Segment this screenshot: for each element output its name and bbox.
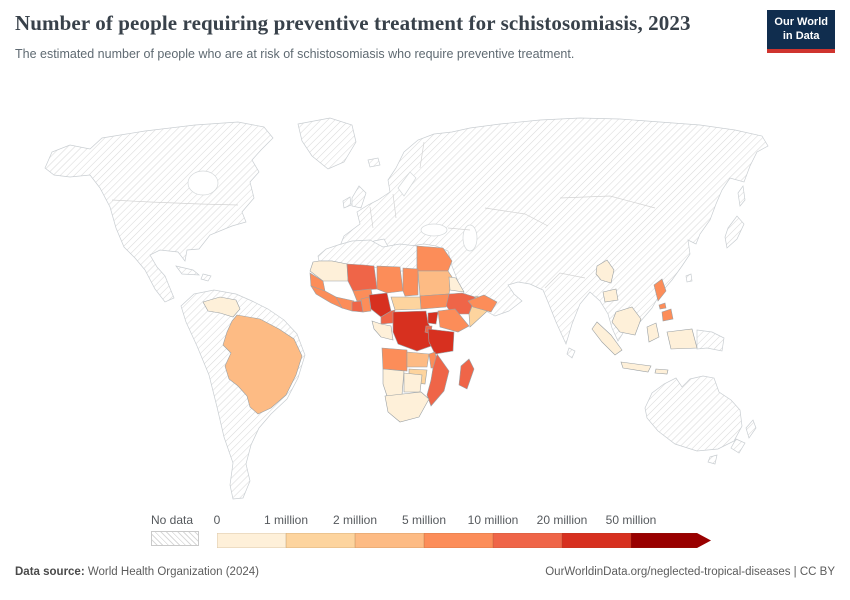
legend-tick-3: 5 million — [401, 513, 447, 527]
data-source: Data source: World Health Organization (… — [15, 566, 259, 578]
landmass-greenland — [297, 117, 357, 170]
country-zambia[interactable] — [406, 351, 430, 368]
country-yemen[interactable] — [467, 294, 498, 313]
header: Number of people requiring preventive tr… — [15, 10, 760, 61]
landmass-britain — [351, 185, 367, 209]
country-venezuela[interactable] — [202, 296, 241, 318]
country-mozambique[interactable] — [426, 353, 450, 407]
country-tanzania[interactable] — [427, 328, 455, 355]
credit-link[interactable]: OurWorldinData.org/neglected-tropical-di… — [545, 566, 835, 578]
country-eritrea[interactable] — [448, 276, 465, 293]
legend-bin-3[interactable] — [424, 533, 493, 548]
country-angola[interactable] — [381, 347, 408, 372]
country-chad[interactable] — [402, 267, 419, 297]
landmass-tasmania — [707, 454, 718, 465]
hudson-bay — [187, 170, 219, 196]
landmass-ireland — [342, 196, 352, 209]
owid-logo[interactable]: Our World in Data — [767, 10, 835, 53]
landmass-new-zealand-north — [745, 419, 757, 439]
landmass-north-america — [44, 121, 274, 303]
landmass-cuba — [175, 265, 201, 276]
legend-tick-1: 1 million — [263, 513, 309, 527]
country-kenya[interactable] — [437, 308, 470, 333]
country-indonesia-lesser-sunda[interactable] — [654, 368, 669, 375]
country-gabon-congo[interactable] — [371, 320, 394, 341]
landmass-japan — [724, 215, 745, 249]
legend-bin-2[interactable] — [355, 533, 424, 548]
legend-scale: 0 1 million 2 million 5 million 10 milli… — [213, 513, 717, 548]
owid-logo-line1: Our World — [774, 16, 828, 28]
footer: Data source: World Health Organization (… — [15, 566, 835, 578]
page-subtitle: The estimated number of people who are a… — [15, 46, 575, 61]
owid-logo-line2: in Data — [782, 29, 820, 42]
country-indonesia-java[interactable] — [620, 361, 652, 373]
country-central-african-republic[interactable] — [390, 296, 422, 311]
country-laos[interactable] — [595, 259, 615, 284]
country-brazil[interactable] — [222, 314, 303, 415]
legend-tick-2: 2 million — [332, 513, 378, 527]
landmass-papua-new-guinea — [696, 329, 725, 352]
map-svg — [44, 117, 769, 500]
legend-bin-1[interactable] — [286, 533, 355, 548]
country-madagascar[interactable] — [458, 358, 475, 390]
legend-color-bar — [217, 533, 717, 548]
country-namibia[interactable] — [382, 368, 405, 397]
legend-tick-5: 20 million — [536, 513, 588, 527]
black-sea — [420, 223, 448, 237]
legend-bin-0[interactable] — [217, 533, 286, 548]
world-map — [0, 108, 850, 506]
country-botswana[interactable] — [403, 372, 423, 393]
country-indonesia-sumatra[interactable] — [591, 321, 623, 356]
country-indonesia-west-papua[interactable] — [666, 328, 698, 350]
legend-bin-4[interactable] — [493, 533, 562, 548]
country-sudan[interactable] — [417, 270, 453, 297]
legend-no-data: No data — [151, 513, 201, 546]
map-legend: No data 0 1 million 2 million 5 million … — [0, 513, 850, 553]
landmass-iceland — [367, 157, 381, 168]
country-indonesia-borneo[interactable] — [611, 306, 642, 336]
country-south-sudan[interactable] — [419, 293, 450, 310]
data-source-text: World Health Organization (2024) — [84, 566, 259, 578]
country-borders-decorative — [111, 141, 656, 289]
legend-bin-6-arrow[interactable] — [631, 533, 711, 548]
country-south-africa[interactable] — [384, 391, 430, 423]
legend-tick-6: 50 million — [605, 513, 657, 527]
data-source-label: Data source: — [15, 566, 85, 578]
legend-no-data-label: No data — [151, 513, 194, 527]
legend-tick-4: 10 million — [467, 513, 519, 527]
country-uganda[interactable] — [427, 311, 439, 325]
page-title: Number of people requiring preventive tr… — [15, 11, 691, 35]
landmass-new-zealand-south — [730, 438, 746, 454]
baltic-sea — [397, 171, 417, 197]
colored-countries — [202, 245, 698, 423]
legend-no-data-swatch[interactable] — [151, 531, 199, 546]
landmass-taiwan — [685, 273, 693, 283]
country-niger[interactable] — [376, 265, 404, 294]
legend-ticks: 0 1 million 2 million 5 million 10 milli… — [213, 513, 717, 531]
country-togo-benin[interactable] — [360, 296, 372, 313]
legend-tick-0: 0 — [213, 513, 221, 527]
legend-bin-5[interactable] — [562, 533, 631, 548]
landmass-australia — [644, 375, 743, 452]
landmass-eurasia — [337, 117, 769, 345]
country-mali[interactable] — [346, 263, 378, 292]
landmass-sri-lanka — [566, 347, 576, 359]
country-cambodia[interactable] — [602, 288, 619, 303]
caspian-sea — [462, 224, 478, 252]
landmass-sakhalin — [737, 185, 746, 207]
country-indonesia-sulawesi[interactable] — [646, 322, 660, 343]
country-philippines[interactable] — [653, 278, 674, 322]
landmass-hispaniola — [200, 273, 212, 282]
